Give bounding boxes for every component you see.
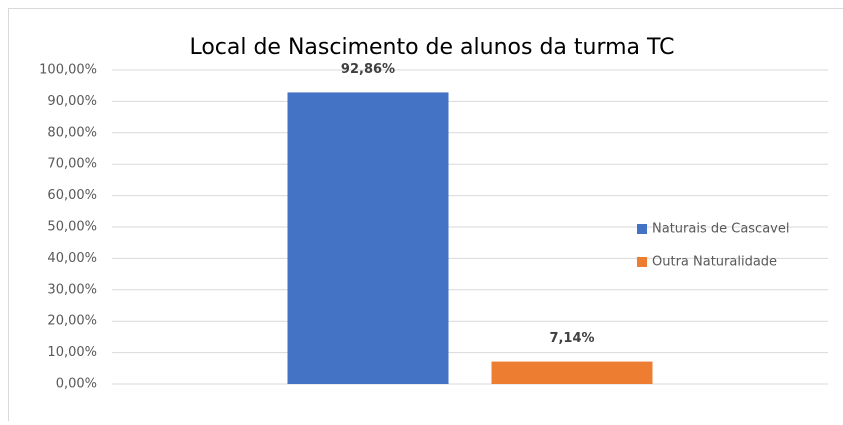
legend-swatch	[637, 257, 647, 267]
data-label: 92,86%	[341, 62, 395, 77]
y-tick-label: 20,00%	[47, 314, 97, 329]
y-tick-label: 80,00%	[47, 125, 97, 140]
legend-swatch	[637, 224, 647, 234]
legend-label: Naturais de Cascavel	[652, 222, 789, 237]
chart-title: Local de Nascimento de alunos da turma T…	[189, 35, 674, 60]
y-tick-label: 0,00%	[56, 377, 97, 392]
y-tick-label: 30,00%	[47, 282, 97, 297]
y-tick-label: 10,00%	[47, 345, 97, 360]
y-tick-label: 90,00%	[47, 94, 97, 109]
legend-label: Outra Naturalidade	[652, 255, 777, 270]
y-tick-label: 40,00%	[47, 251, 97, 266]
data-label: 7,14%	[549, 331, 594, 346]
y-tick-label: 60,00%	[47, 188, 97, 203]
bar	[288, 92, 449, 384]
y-tick-label: 100,00%	[39, 63, 97, 78]
y-tick-label: 70,00%	[47, 157, 97, 172]
y-tick-label: 50,00%	[47, 220, 97, 235]
bar	[492, 362, 653, 384]
